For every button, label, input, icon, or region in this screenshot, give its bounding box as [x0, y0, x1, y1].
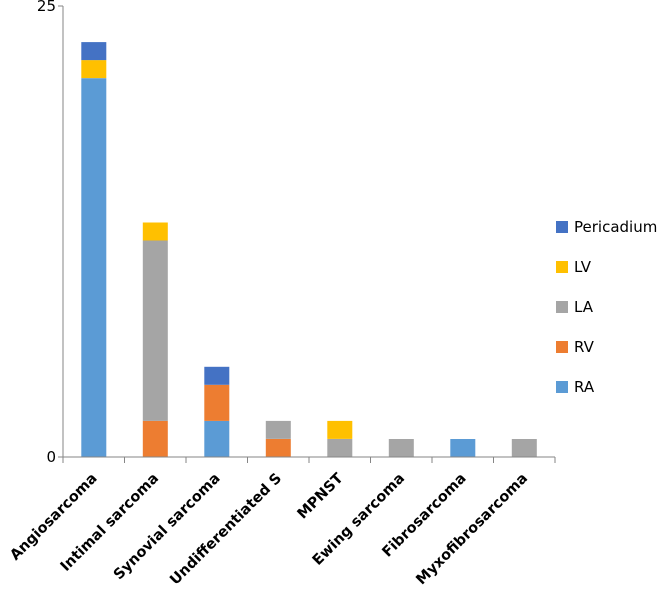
bar-segment-pericadium-3 [204, 366, 230, 385]
x-tick-label: Undifferentiated S [167, 471, 285, 589]
bar-segment-rv-4 [265, 439, 291, 457]
bar-segment-lv-5 [327, 420, 353, 439]
x-tick-label: MPNST [295, 470, 347, 522]
bar-segment-la-2 [142, 240, 168, 421]
bar-segment-la-8 [511, 439, 537, 457]
legend: Pericadium LV LA RV RA [556, 218, 657, 396]
bar-segment-rv-2 [142, 420, 168, 457]
bar-segment-ra-7 [450, 439, 476, 457]
bar-segment-lv-2 [142, 222, 168, 241]
bar-segment-la-5 [327, 439, 353, 457]
bar-segment-la-4 [265, 420, 291, 439]
legend-swatch-pericadium [556, 221, 568, 233]
x-tick-label: Synovial sarcoma [111, 471, 224, 584]
bar-segment-la-6 [388, 439, 414, 457]
legend-label-ra: RA [574, 378, 595, 396]
legend-swatch-ra [556, 381, 568, 393]
y-tick-label: 0 [46, 448, 56, 466]
legend-label-rv: RV [574, 338, 595, 356]
legend-swatch-rv [556, 341, 568, 353]
bar-segment-pericadium-1 [81, 42, 107, 61]
y-tick-label: 25 [37, 0, 56, 15]
legend-label-la: LA [574, 298, 594, 316]
legend-label-pericadium: Pericadium [574, 218, 657, 236]
legend-swatch-la [556, 301, 568, 313]
x-tick-label: Myxofibrosarcoma [413, 471, 531, 589]
legend-swatch-lv [556, 261, 568, 273]
bar-segment-lv-1 [81, 60, 107, 79]
bar-segment-ra-1 [81, 78, 107, 457]
legend-label-lv: LV [574, 258, 592, 276]
bar-segment-ra-3 [204, 420, 230, 457]
bar-segment-rv-3 [204, 384, 230, 421]
